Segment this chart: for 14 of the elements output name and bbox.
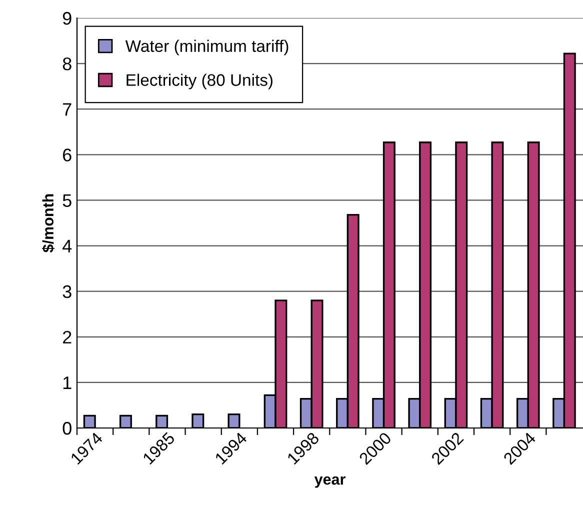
legend-label: Water (minimum tariff) bbox=[125, 40, 288, 56]
y-tick-label: 9 bbox=[62, 12, 72, 25]
y-tick-label: 7 bbox=[63, 103, 72, 116]
y-tick-label: 0 bbox=[62, 422, 72, 435]
x-axis-title: year bbox=[314, 476, 346, 488]
y-tick-label: 8 bbox=[62, 57, 72, 70]
y-tick-label: 5 bbox=[62, 194, 72, 207]
y-tick-label: 2 bbox=[63, 330, 72, 344]
y-tick-label: 6 bbox=[63, 148, 72, 162]
y-tick-label: 4 bbox=[62, 240, 72, 252]
y-tick-label: 3 bbox=[62, 285, 72, 298]
legend-label: Electricity (80 Units) bbox=[126, 74, 272, 90]
y-tick-label: 1 bbox=[63, 376, 72, 389]
y-axis-title: $/month bbox=[42, 194, 55, 253]
